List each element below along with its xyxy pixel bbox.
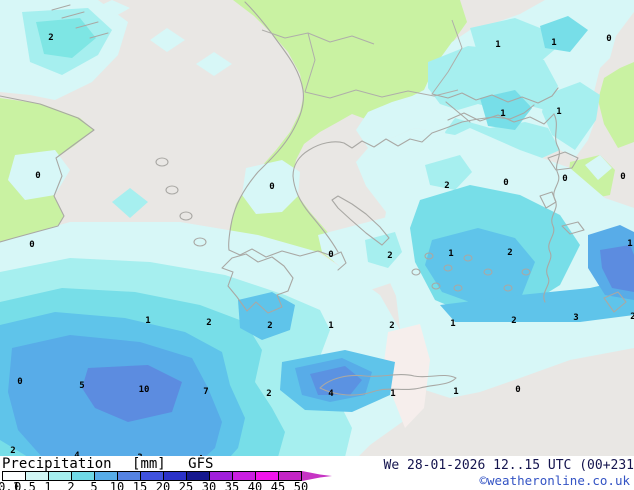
precip-value: 1 [627, 239, 632, 249]
balkan-west-coast [228, 1, 304, 251]
scale-box [278, 471, 302, 481]
copyright-link[interactable]: ©weatheronline.co.uk [479, 473, 630, 488]
turkey-land-band [598, 62, 634, 148]
precip-value: 3 [137, 453, 142, 458]
model-name: GFS [188, 456, 214, 472]
color-scale-boxes [2, 471, 302, 481]
precip-value: 2 [10, 446, 15, 456]
legend-unit: [mm] [132, 456, 166, 472]
scale-tick-label: 2 [67, 480, 75, 490]
gulf-of-corinth-coast [228, 248, 347, 271]
precip-value: 0 [29, 240, 34, 250]
precip-value: 2 [511, 316, 516, 326]
scale-tick-label: 0.1 [0, 480, 20, 490]
legend-footer: Precipitation [mm] GFS 0.1 0.5 1 2 5 10 15 20 25… [0, 456, 634, 490]
precip-value: 0 [269, 182, 274, 192]
peloponnese-coast [221, 253, 294, 314]
color-scale-labels: 0.1 0.5 1 2 5 10 15 20 25 30 35 40 45 50 [0, 480, 340, 490]
precip-value: 2 [206, 318, 211, 328]
ionian-islands-coast [155, 157, 207, 247]
scale-tick-label: 1 [44, 480, 52, 490]
gallipoli-coast [445, 101, 471, 123]
precip-value: 2 [507, 248, 512, 258]
scale-tick-label: 25 [178, 480, 194, 490]
scale-tick-label: 30 [201, 480, 217, 490]
legend-title: Precipitation [2, 456, 112, 472]
scale-tick-label: 35 [224, 480, 240, 490]
precip-value: 0 [515, 385, 520, 395]
precip-value: 1 [390, 389, 395, 399]
scale-tick-label: 5 [90, 480, 98, 490]
country-borders [261, 19, 463, 99]
coastlines [0, 1, 627, 396]
scale-overflow-arrow [302, 471, 332, 481]
samos-coast [561, 221, 585, 235]
precip-value: 2 [48, 33, 53, 43]
scale-tick-label: 50 [293, 480, 309, 490]
precip-value: 0 [606, 34, 611, 44]
scale-tick-label: 40 [247, 480, 263, 490]
chios-coast [539, 191, 557, 209]
precip-value: 2 [389, 321, 394, 331]
precip-value: 4 [74, 451, 80, 458]
precip-value: 1 [450, 319, 455, 329]
scale-tick-label: 10 [109, 480, 125, 490]
precip-value: 1 [551, 38, 556, 48]
marmara-south-coast [447, 112, 555, 125]
forecast-datetime: We 28-01-2026 12..15 UTC (00+231 [383, 458, 634, 473]
scale-tick-label: 15 [132, 480, 148, 490]
precip-value: 0 [17, 377, 22, 387]
precip-value: 10 [139, 385, 150, 395]
precip-value: 1 [453, 387, 458, 397]
precip-value: 0 [620, 172, 625, 182]
precip-value: 2 [387, 251, 392, 261]
precip-value: 4 [328, 389, 334, 399]
italy-coast [0, 95, 95, 243]
precip-value: 1 [500, 109, 505, 119]
precip-value: 0 [35, 171, 40, 181]
precip-value: 1 [328, 321, 333, 331]
precipitation-map: 2110110020000021211221212320510724110243 [0, 0, 634, 458]
precip-value: 2 [266, 389, 271, 399]
scale-tick-label: 20 [155, 480, 171, 490]
turkey-west-coast [543, 113, 560, 303]
precip-value: 1 [448, 249, 453, 259]
euboea-coast [331, 195, 390, 246]
precip-value-labels: 2110110020000021211221212320510724110243 [10, 33, 634, 458]
rhodes-coast [603, 291, 627, 313]
precip-value: 2 [444, 181, 449, 191]
dalmatian-islands-coast [51, 4, 109, 39]
scale-tick-label: 0.5 [14, 480, 36, 490]
precip-value: 3 [573, 313, 578, 323]
cyclades-islands-coast [411, 252, 531, 292]
precip-value: 0 [503, 178, 508, 188]
precip-value: 5 [79, 381, 84, 391]
precip-value: 2 [630, 312, 634, 322]
scale-tick-label: 45 [270, 480, 286, 490]
crete-coast [319, 374, 457, 396]
precip-value: 0 [562, 174, 567, 184]
precip-value: 1 [556, 107, 561, 117]
lesbos-coast [547, 151, 579, 171]
precip-value: 2 [267, 321, 272, 331]
precip-value: 7 [203, 387, 208, 397]
marmara-north-coast [431, 87, 559, 104]
greece-east-coast [292, 104, 535, 253]
precip-value: 0 [328, 250, 333, 260]
precip-value: 1 [145, 316, 150, 326]
precip-value: 1 [495, 40, 500, 50]
